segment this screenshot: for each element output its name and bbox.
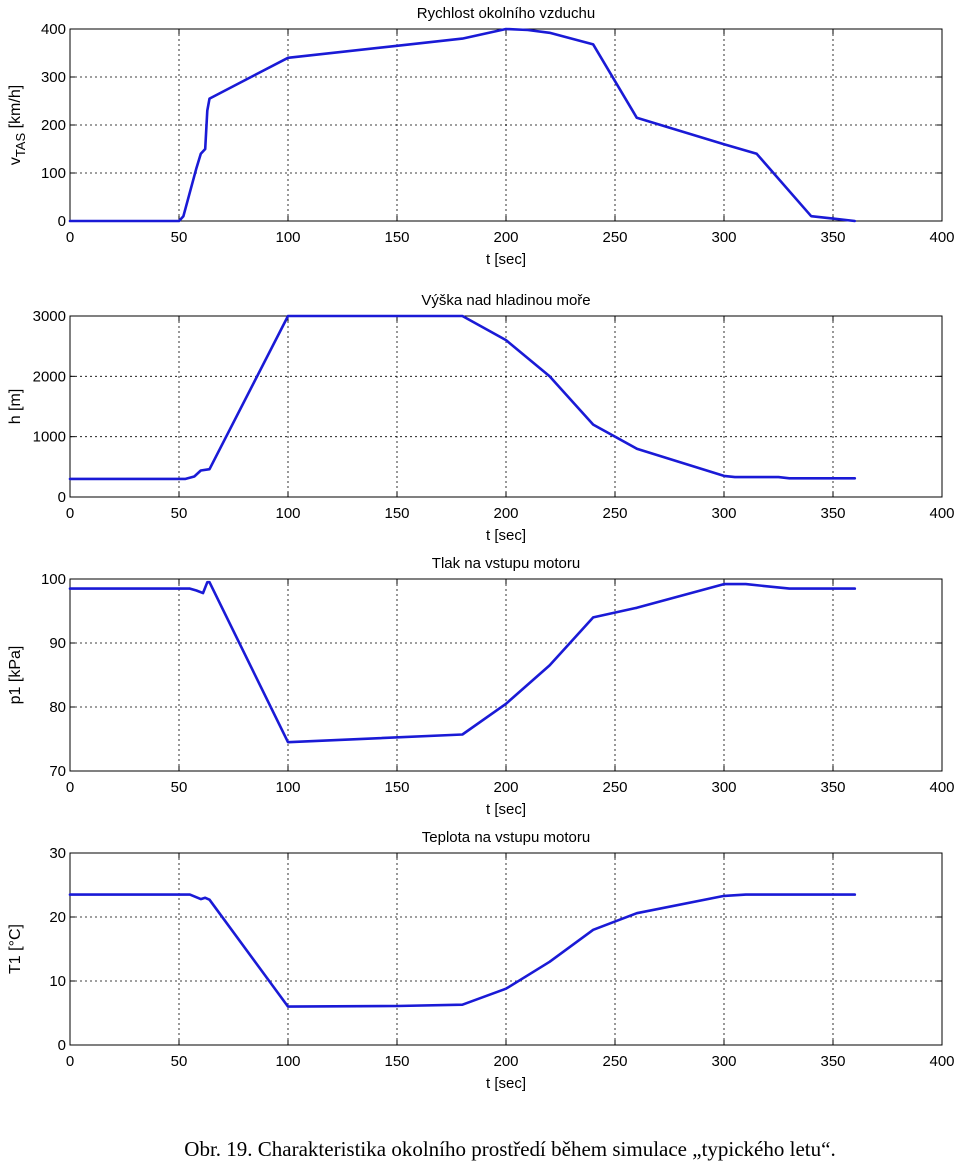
x-tick-label: 300 [711, 505, 736, 522]
x-tick-label: 150 [384, 229, 409, 246]
x-tick-label: 400 [929, 229, 954, 246]
figure: 0 50 100 150 200 250 300 350 4000100200300400Ryc… [7, 5, 955, 1092]
x-tick-label: 250 [602, 229, 627, 246]
x-tick-label: 350 [820, 505, 845, 522]
chart-panel-4: 0 50 100 150 200 250 300 350 400 0 10 20 30 Teplota n… [7, 829, 955, 1092]
x-tick-label: 350 [820, 1053, 845, 1070]
y-tick-label: 20 [49, 909, 66, 926]
series-line [68, 893, 857, 1008]
series-line [68, 314, 857, 481]
x-tick-label: 100 [275, 1053, 300, 1070]
x-axis-label: t [sec] [486, 527, 526, 544]
chart-panel-3: 0 50 100 150 200 250 300 350 400 70 80 90 100 Tlak na… [7, 555, 955, 818]
x-tick-label: 150 [384, 1053, 409, 1070]
x-tick-label: 400 [929, 1053, 954, 1070]
figure-caption: Obr. 19. Charakteristika okolního prostř… [184, 1137, 836, 1161]
x-tick-label: 300 [711, 229, 736, 246]
chart-panel-2: 0 50 100 150 200 250 300 350 400 0 1000 2000 3000 Výš… [7, 292, 955, 544]
y-tick-label: 400 [41, 21, 66, 38]
y-tick-label: 90 [49, 635, 66, 652]
y-tick-label: 2000 [33, 368, 66, 385]
series-line [68, 580, 857, 744]
x-tick-label: 250 [602, 779, 627, 796]
chart-panel-1: 0 50 100 150 200 250 300 350 400 0 100 200 300 400 Ryc… [7, 5, 955, 268]
x-tick-label: 150 [384, 779, 409, 796]
x-tick-label: 350 [820, 229, 845, 246]
x-tick-label: 0 [66, 505, 74, 522]
x-tick-label: 100 [275, 779, 300, 796]
chart-title: Tlak na vstupu motoru [432, 555, 580, 572]
y-tick-label: 0 [58, 213, 66, 230]
y-tick-label: 10 [49, 973, 66, 990]
y-tick-label: 0 [58, 1037, 66, 1054]
x-tick-label: 200 [493, 779, 518, 796]
x-tick-label: 200 [493, 229, 518, 246]
y-tick-label: 200 [41, 117, 66, 134]
y-axis-label: h [m] [7, 389, 24, 425]
x-tick-label: 400 [929, 505, 954, 522]
y-tick-label: 30 [49, 845, 66, 862]
y-axis-label: p1 [kPa] [7, 646, 24, 705]
x-tick-label: 50 [171, 505, 188, 522]
x-axis-label: t [sec] [486, 1075, 526, 1092]
x-tick-label: 400 [929, 779, 954, 796]
x-tick-label: 200 [493, 505, 518, 522]
x-tick-label: 350 [820, 779, 845, 796]
y-tick-label: 70 [49, 763, 66, 780]
x-tick-label: 250 [602, 505, 627, 522]
y-axis-label: vTAS [km/h] [7, 85, 28, 165]
x-tick-label: 150 [384, 505, 409, 522]
y-tick-label: 80 [49, 699, 66, 716]
x-tick-label: 300 [711, 1053, 736, 1070]
chart-title: Rychlost okolního vzduchu [417, 5, 595, 22]
y-tick-label: 100 [41, 165, 66, 182]
x-tick-label: 50 [171, 779, 188, 796]
x-tick-label: 0 [66, 779, 74, 796]
y-tick-label: 3000 [33, 308, 66, 325]
x-tick-label: 50 [171, 1053, 188, 1070]
chart-title: Výška nad hladinou moře [421, 292, 590, 309]
series-line [68, 27, 857, 223]
x-tick-label: 300 [711, 779, 736, 796]
x-tick-label: 50 [171, 229, 188, 246]
y-tick-label: 100 [41, 571, 66, 588]
x-tick-label: 100 [275, 505, 300, 522]
x-tick-label: 250 [602, 1053, 627, 1070]
chart-title: Teplota na vstupu motoru [422, 829, 590, 846]
y-tick-label: 1000 [33, 429, 66, 446]
x-tick-label: 200 [493, 1053, 518, 1070]
x-axis-label: t [sec] [486, 251, 526, 268]
x-tick-label: 100 [275, 229, 300, 246]
x-axis-label: t [sec] [486, 801, 526, 818]
y-tick-label: 300 [41, 69, 66, 86]
x-tick-label: 0 [66, 1053, 74, 1070]
x-tick-label: 0 [66, 229, 74, 246]
y-tick-label: 0 [58, 489, 66, 506]
y-axis-label: T1 [°C] [7, 924, 24, 974]
